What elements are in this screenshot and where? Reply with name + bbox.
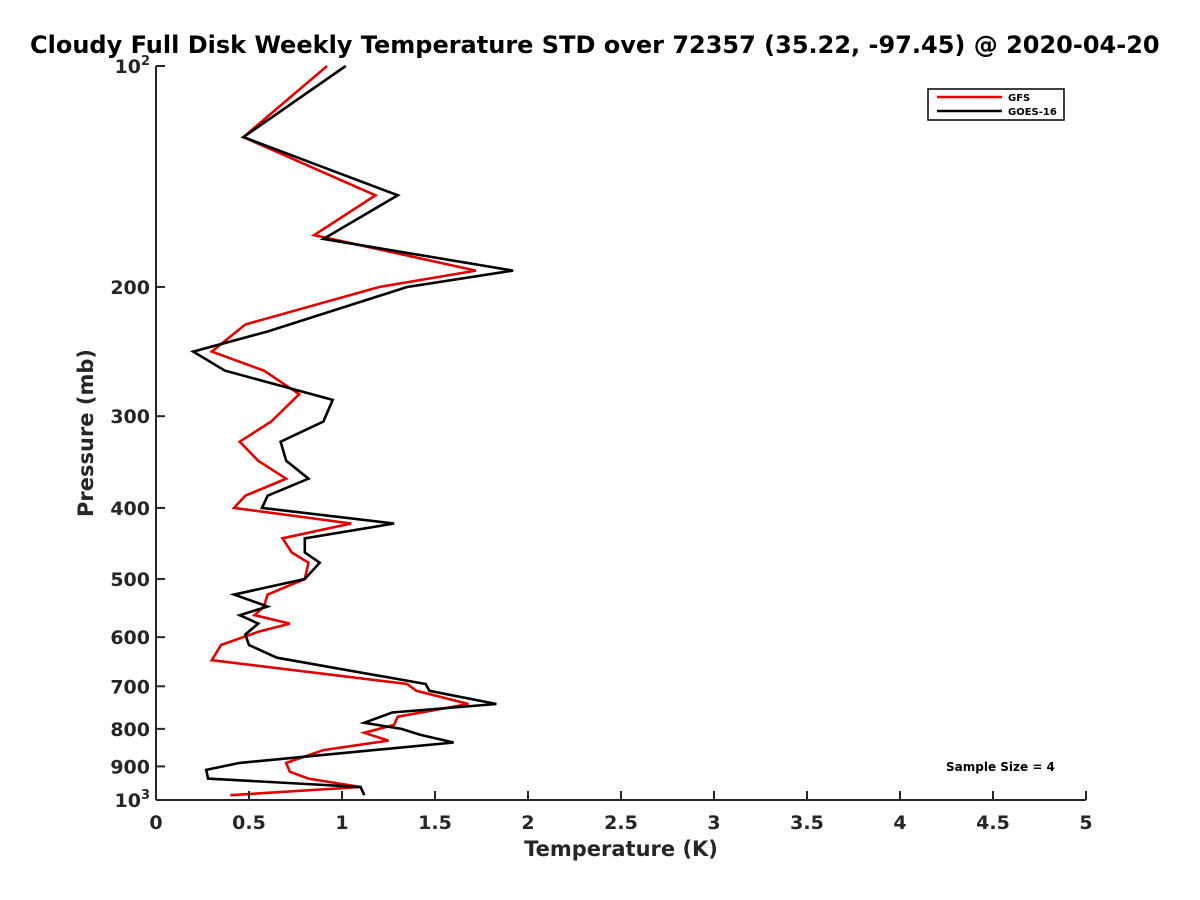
x-tick-label: 0 (149, 812, 162, 834)
sample-size-annotation: Sample Size = 4 (946, 760, 1055, 774)
y-tick-label: 600 (110, 627, 150, 649)
x-tick-label: 3.5 (790, 812, 824, 834)
legend-label: GFS (1008, 93, 1030, 104)
x-tick-label: 0.5 (232, 812, 266, 834)
y-tick-label: 102 (115, 54, 151, 78)
x-axis-label: Temperature (K) (524, 837, 718, 861)
x-tick-label: 5 (1079, 812, 1092, 834)
y-tick-label: 300 (110, 406, 150, 428)
x-tick-label: 2 (521, 812, 534, 834)
series-layer (189, 64, 514, 797)
x-tick-label: 4.5 (976, 812, 1010, 834)
legend-items: GFS GOES-16 (937, 93, 1057, 118)
x-tick-label: 3 (707, 812, 720, 834)
legend: GFS GOES-16 (927, 88, 1065, 121)
x-tick-label: 1 (335, 812, 348, 834)
chart-title: Cloudy Full Disk Weekly Temperature STD … (30, 31, 1160, 59)
legend-box (927, 88, 1065, 121)
series-line-goes-16 (189, 64, 514, 796)
y-tick-label: 103 (115, 788, 151, 812)
x-tick-label: 2.5 (604, 812, 638, 834)
y-axis-label: Pressure (mb) (74, 349, 98, 517)
x-tick-label: 4 (893, 812, 906, 834)
legend-label: GOES-16 (1008, 107, 1057, 118)
plot-area: 0 0.5 1 1.5 2 2.5 3 3.5 4 4.5 5 102 200 300 400 500 600… (110, 54, 1092, 834)
x-tick-label: 1.5 (418, 812, 452, 834)
y-tick-label: 900 (110, 756, 150, 778)
y-tick-label: 200 (110, 277, 150, 299)
axes (155, 66, 1086, 801)
y-tick-label: 500 (110, 569, 150, 591)
x-ticks: 0 0.5 1 1.5 2 2.5 3 3.5 4 4.5 5 (149, 791, 1093, 834)
y-tick-label: 400 (110, 498, 150, 520)
y-tick-label: 700 (110, 676, 150, 698)
y-ticks: 102 200 300 400 500 600 700 800 900 103 (110, 54, 165, 812)
y-tick-label: 800 (110, 719, 150, 741)
